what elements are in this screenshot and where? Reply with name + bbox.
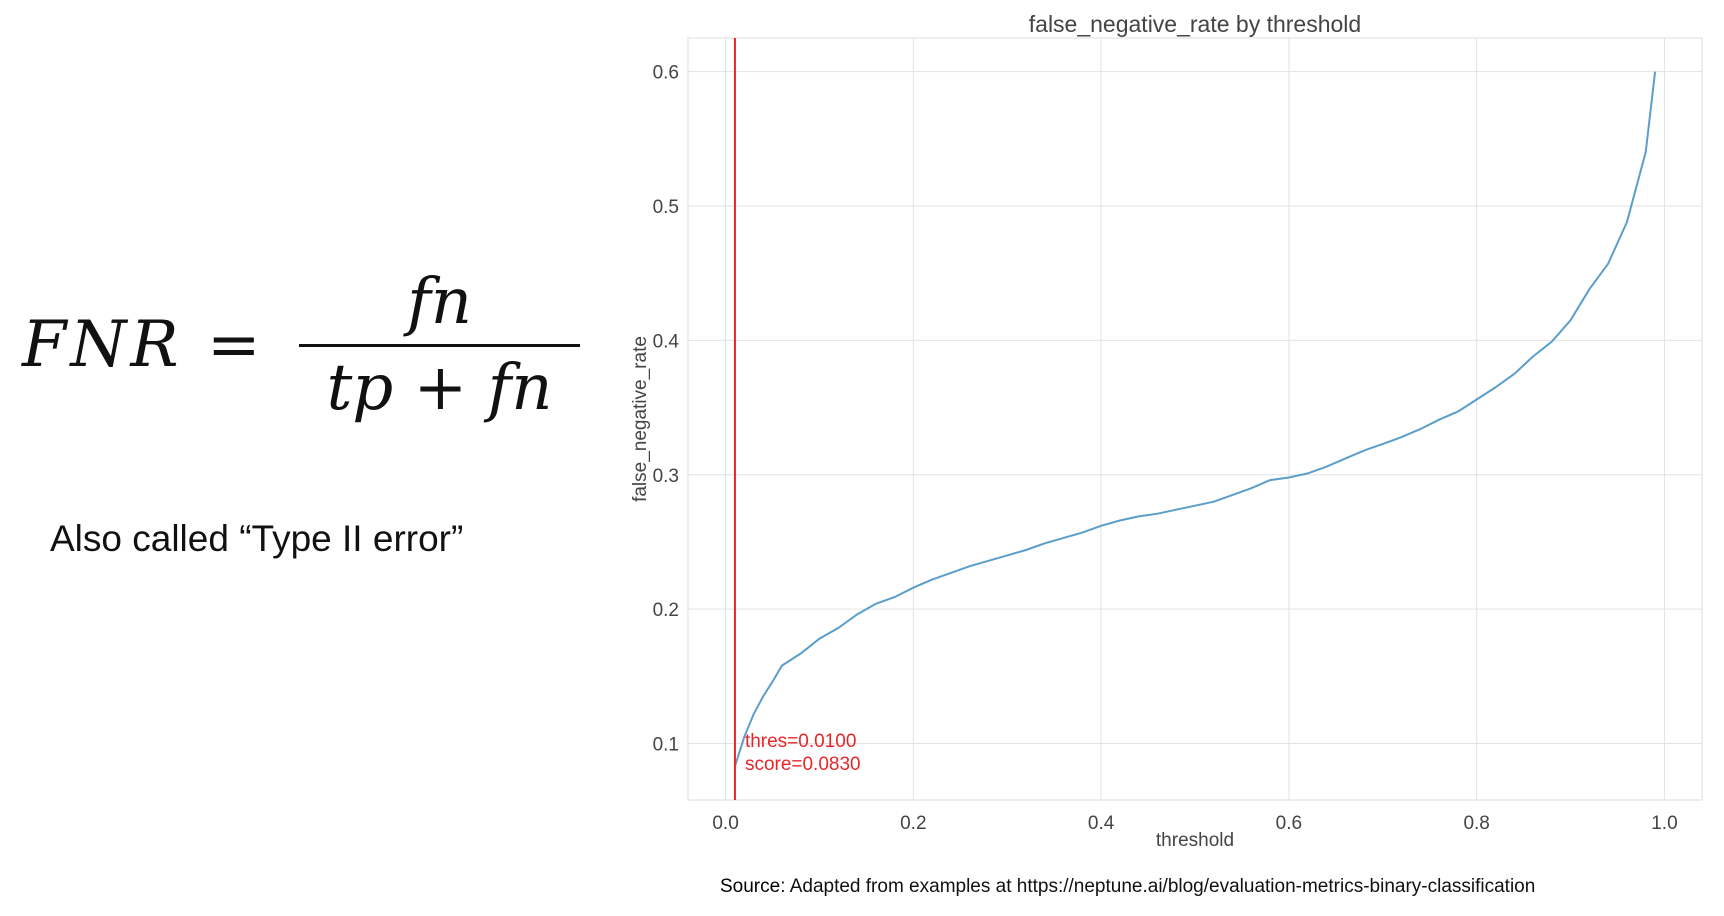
- y-tick-label: 0.6: [653, 63, 679, 84]
- y-tick-label: 0.4: [653, 331, 680, 352]
- formula-numerator: fn: [407, 265, 472, 340]
- x-tick-label: 0.0: [712, 813, 738, 834]
- x-tick-label: 0.2: [900, 813, 926, 834]
- y-tick-label: 0.2: [653, 600, 679, 621]
- fnr-formula: FNR = fn tp + fn: [22, 255, 581, 435]
- y-tick-label: 0.5: [653, 197, 679, 218]
- fraction-bar: [298, 343, 581, 347]
- y-tick-label: 0.1: [653, 735, 679, 756]
- source-text[interactable]: : Adapted from examples at https://neptu…: [780, 876, 1536, 897]
- x-tick-label: 0.6: [1276, 813, 1302, 834]
- formula-fraction: fn tp + fn: [298, 265, 581, 425]
- plot-area: [687, 37, 1703, 801]
- x-tick-label: 0.4: [1088, 813, 1115, 834]
- formula-lhs: FNR =: [22, 308, 265, 382]
- fnr-series-line: [733, 71, 1657, 767]
- formula-denominator: tp + fn: [326, 350, 553, 425]
- source-label: Source: [720, 876, 781, 897]
- y-tick-label: 0.3: [653, 466, 679, 487]
- type-ii-caption: Also called “Type II error”: [50, 518, 464, 559]
- x-axis-label: threshold: [1156, 830, 1234, 851]
- score-annotation: score=0.0830: [745, 754, 861, 775]
- chart-title: false_negative_rate by threshold: [1029, 11, 1361, 37]
- source-note: Source: Adapted from examples at https:/…: [720, 876, 1535, 898]
- x-tick-label: 1.0: [1651, 813, 1677, 834]
- x-tick-label: 0.8: [1463, 813, 1489, 834]
- fnr-line-chart: 0.0 0.2 0.4 0.6 0.8 1.0 0.1 0.2 0.3 0.4 0.5 0.6 fals…: [630, 11, 1703, 851]
- threshold-annotation: thres=0.0100: [745, 731, 856, 752]
- y-axis-label: false_negative_rate: [630, 336, 651, 502]
